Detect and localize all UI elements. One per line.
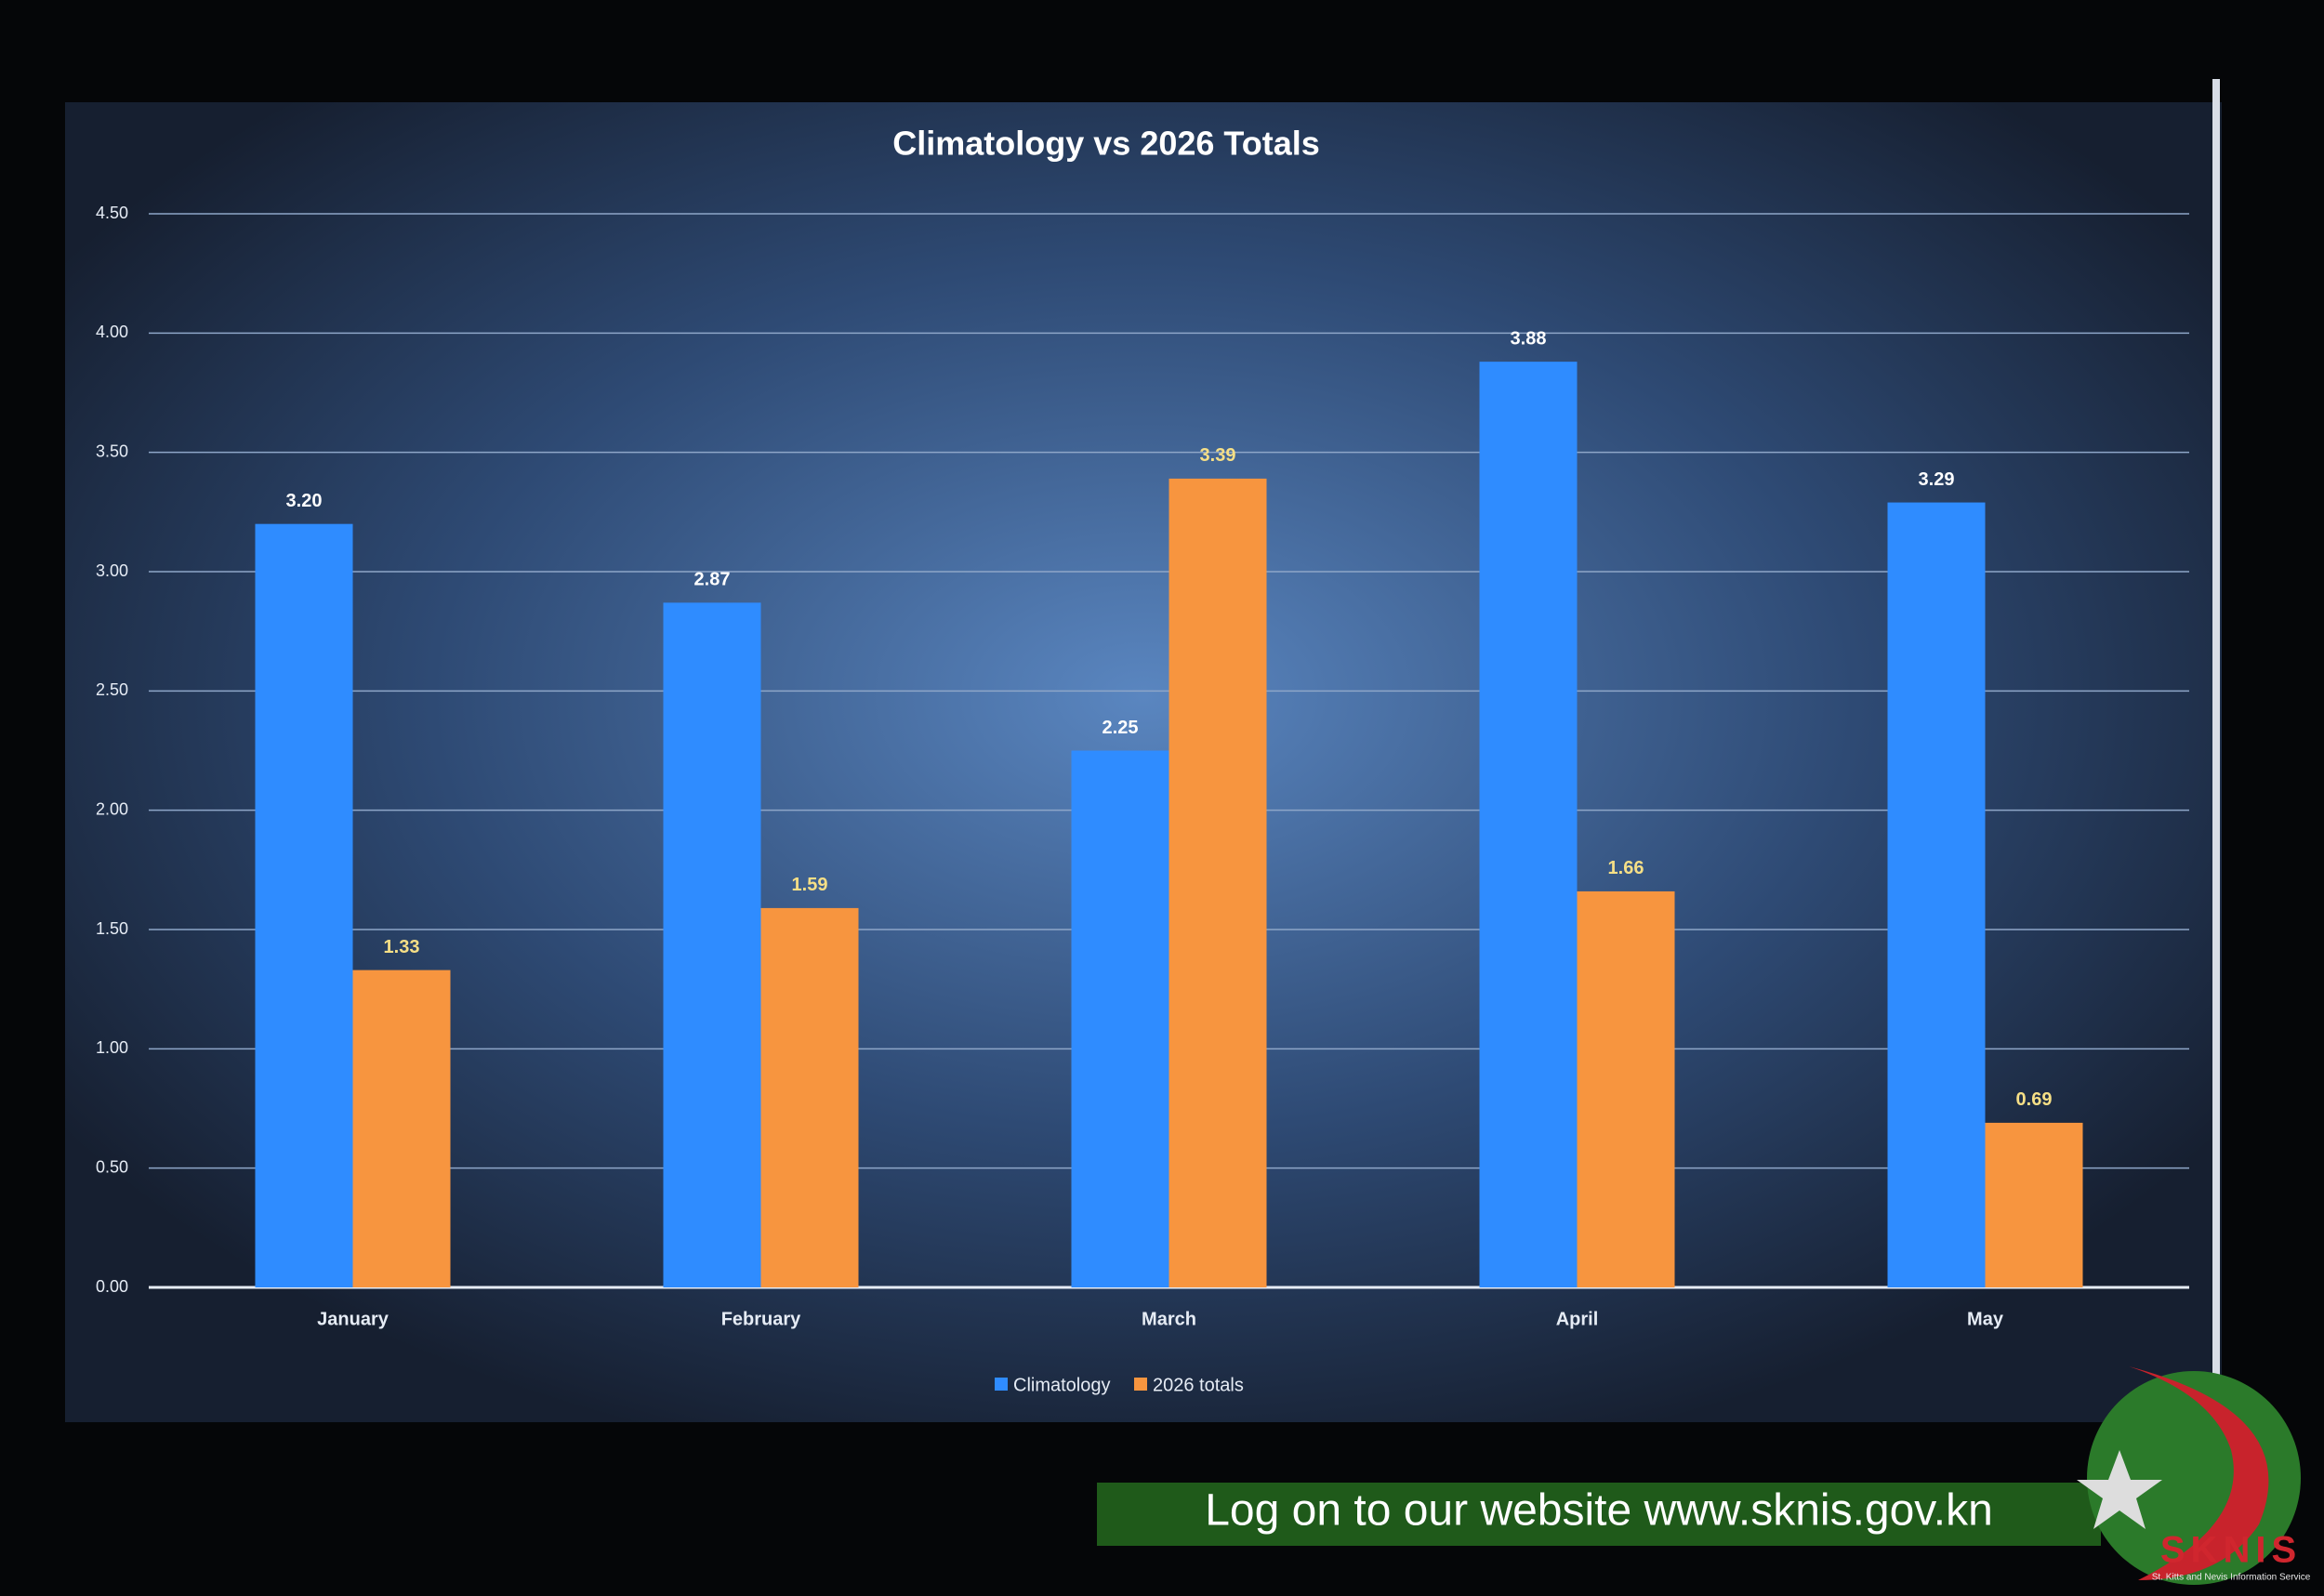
value-label: 1.66: [1608, 858, 1644, 878]
chart-title: Climatology vs 2026 Totals: [892, 125, 1320, 163]
logo-name: SKNIS: [2160, 1530, 2302, 1571]
bar: [1169, 478, 1267, 1287]
screen-edge: [2212, 79, 2220, 1427]
value-label: 1.33: [384, 937, 420, 957]
x-tick-label: May: [1967, 1309, 2004, 1329]
bar: [1985, 1122, 2083, 1287]
y-tick-label: 4.00: [96, 323, 128, 341]
bar: [255, 523, 353, 1287]
y-tick-label: 0.00: [96, 1277, 128, 1296]
legend-label: Climatology: [1013, 1375, 1110, 1395]
x-tick-label: January: [317, 1309, 390, 1329]
logo-swoosh: [2129, 1366, 2269, 1580]
value-label: 3.39: [1200, 445, 1236, 466]
y-tick-label: 0.50: [96, 1157, 128, 1176]
logo-star: [2077, 1450, 2162, 1529]
legend-swatch: [995, 1378, 1008, 1391]
value-label: 2.87: [694, 570, 731, 590]
value-label: 0.69: [2016, 1089, 2053, 1110]
banner-text: Log on to our website www.sknis.gov.kn: [1205, 1486, 1993, 1536]
bar: [1577, 890, 1675, 1287]
legend-label: 2026 totals: [1153, 1375, 1244, 1395]
logo-subtitle: St. Kitts and Nevis Information Service: [2152, 1573, 2311, 1583]
value-label: 1.59: [792, 875, 828, 895]
y-tick-label: 1.00: [96, 1038, 128, 1057]
y-tick-label: 2.00: [96, 799, 128, 818]
y-tick-label: 4.50: [96, 204, 128, 222]
bar: [760, 907, 859, 1287]
y-tick-label: 3.00: [96, 561, 128, 580]
y-tick-label: 1.50: [96, 919, 128, 938]
x-tick-label: February: [721, 1309, 801, 1329]
bar: [663, 602, 761, 1287]
bar: [1479, 362, 1578, 1288]
x-tick-label: April: [1556, 1309, 1599, 1329]
legend-swatch: [1134, 1378, 1147, 1391]
value-label: 3.29: [1919, 469, 1955, 490]
banner: [1097, 1483, 2101, 1546]
value-label: 3.88: [1511, 328, 1547, 349]
value-label: 3.20: [286, 491, 323, 511]
legend: Climatology 2026 totals: [995, 1375, 1244, 1395]
value-label: 2.25: [1103, 718, 1139, 738]
bar: [1887, 502, 1986, 1287]
y-tick-label: 2.50: [96, 680, 128, 699]
bar: [352, 969, 451, 1287]
bar: [1071, 750, 1169, 1287]
x-tick-label: March: [1142, 1309, 1196, 1329]
y-tick-label: 3.50: [96, 442, 128, 460]
